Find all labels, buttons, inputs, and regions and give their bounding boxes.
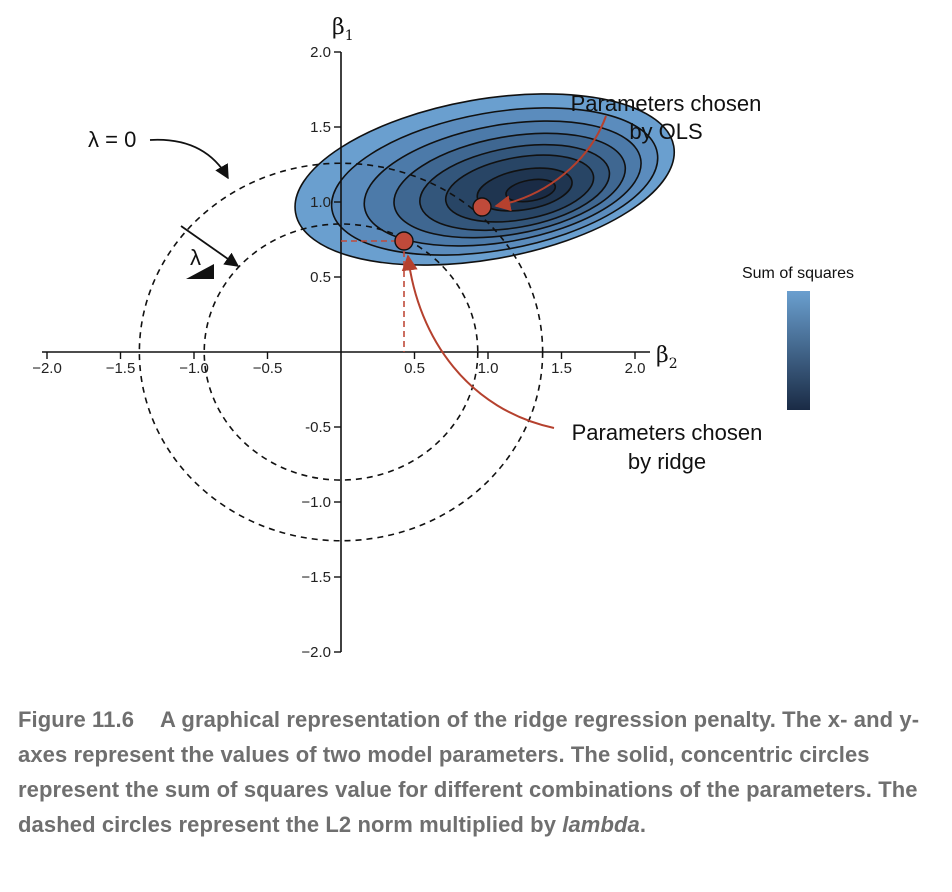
- figure-caption: Figure 11.6 A graphical representation of…: [18, 702, 943, 842]
- ridge-projection-lines: [341, 240, 405, 352]
- y-axis-label: β1: [332, 15, 354, 44]
- lambda-label: λ: [190, 245, 201, 270]
- caption-lambda: lambda: [562, 812, 640, 837]
- y-tick-label: 1.0: [310, 194, 331, 211]
- x-tick-label: 1.5: [551, 360, 572, 377]
- y-tick-label: −1.5: [301, 569, 331, 586]
- lambda-wedge: [186, 264, 214, 279]
- ridge-arrow: [401, 254, 555, 429]
- ridge-penalty-diagram: −2.0 −1.5 −1.0 −0.5 0.5 1.0 1.5 2.0 2.0 1.5 1.0 0.…: [32, 15, 854, 661]
- caption-text: A graphical representation of the ridge …: [18, 707, 920, 837]
- x-tick-label: 0.5: [404, 360, 425, 377]
- contour-ellipse: [505, 178, 557, 203]
- ridge-label-line1: Parameters chosen: [572, 420, 763, 445]
- ols-point: [472, 197, 492, 217]
- sum-of-squares-contours: [294, 93, 676, 266]
- legend-colorbar: [787, 291, 810, 410]
- ols-label-line2: by OLS: [629, 119, 702, 144]
- ridge-point: [394, 231, 414, 251]
- lambda-zero-arrow: [149, 138, 229, 180]
- figure-number: Figure 11.6: [18, 707, 135, 732]
- lambda-arrow: [180, 225, 240, 267]
- y-axis-ticks: 2.0 1.5 1.0 0.5 -0.5 −1.0 −1.5 −2.0: [301, 44, 341, 661]
- axes: [42, 52, 650, 652]
- parameter-points: [394, 197, 492, 251]
- y-tick-label: 0.5: [310, 269, 331, 286]
- legend-title: Sum of squares: [742, 265, 854, 282]
- x-tick-label: 2.0: [625, 360, 646, 377]
- x-tick-label: −1.5: [106, 360, 136, 377]
- y-tick-label: 1.5: [310, 119, 331, 136]
- x-tick-label: −1.0: [179, 360, 209, 377]
- y-tick-label: -0.5: [305, 419, 331, 436]
- x-tick-label: 1.0: [478, 360, 499, 377]
- ols-arrow: [494, 115, 607, 212]
- y-tick-label: 2.0: [310, 44, 331, 61]
- x-axis-ticks: −2.0 −1.5 −1.0 −0.5 0.5 1.0 1.5 2.0: [32, 352, 645, 377]
- x-tick-label: −2.0: [32, 360, 62, 377]
- x-tick-label: −0.5: [253, 360, 283, 377]
- ridge-label-line2: by ridge: [628, 449, 706, 474]
- caption-end: .: [639, 812, 647, 837]
- ols-label-line1: Parameters chosen: [571, 91, 762, 116]
- y-tick-label: −1.0: [301, 494, 331, 511]
- y-tick-label: −2.0: [301, 644, 331, 661]
- x-axis-label: β2: [656, 343, 678, 372]
- lambda-zero-label: λ = 0: [88, 127, 136, 152]
